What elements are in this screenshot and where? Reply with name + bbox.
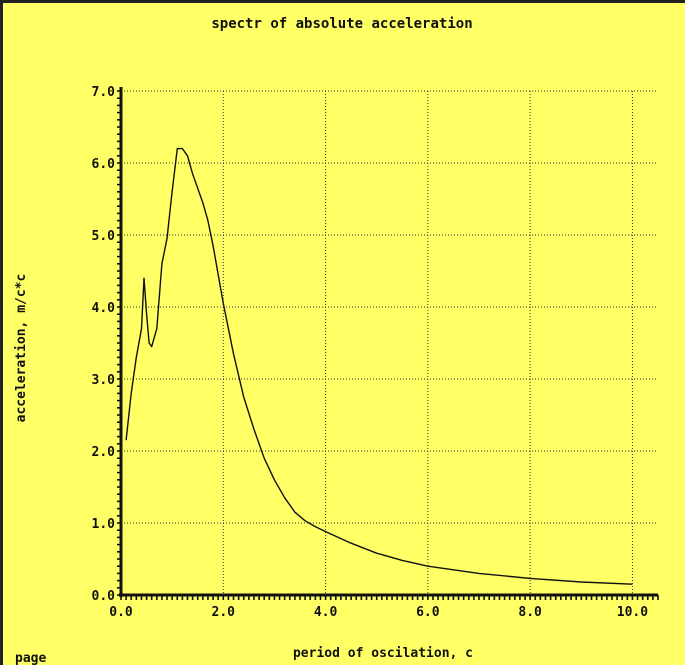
y-tick-label: 4.0 bbox=[92, 301, 116, 316]
series-line bbox=[125, 147, 633, 585]
series-layer bbox=[125, 147, 633, 585]
grid bbox=[121, 90, 658, 595]
x-tick-label: 10.0 bbox=[617, 605, 648, 620]
x-tick-label: 6.0 bbox=[416, 605, 440, 620]
y-tick-label: 6.0 bbox=[92, 157, 116, 172]
x-tick-label: 0.0 bbox=[109, 605, 133, 620]
y-tick-label: 1.0 bbox=[92, 517, 116, 532]
page-label: page bbox=[15, 651, 47, 666]
x-tick-label: 8.0 bbox=[518, 605, 542, 620]
y-tick-label: 3.0 bbox=[92, 373, 116, 388]
y-tick-label: 2.0 bbox=[92, 445, 116, 460]
x-tick-label: 2.0 bbox=[212, 605, 236, 620]
y-axis-label: acceleration, m/c*c bbox=[14, 274, 29, 423]
tick-labels: 0.0 1.0 2.0 3.0 4.0 5.0 6.0 7.0 0.0 2.0 4.0 6.0 8.0 1… bbox=[92, 85, 649, 620]
y-tick-label: 5.0 bbox=[92, 229, 116, 244]
y-tick-label: 0.0 bbox=[92, 589, 116, 604]
x-axis-label: period of oscilation, c bbox=[293, 646, 473, 661]
axes bbox=[117, 87, 659, 600]
chart-title: spectr of absolute acceleration bbox=[211, 16, 472, 32]
chart-svg: spectr of absolute acceleration accelera… bbox=[14, 16, 659, 661]
y-tick-label: 7.0 bbox=[92, 85, 116, 100]
x-tick-label: 4.0 bbox=[314, 605, 338, 620]
